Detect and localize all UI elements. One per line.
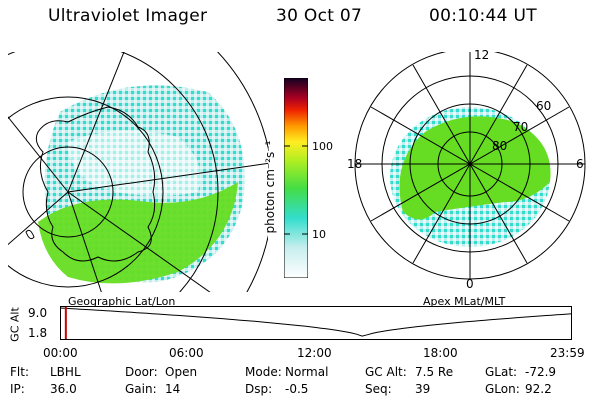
lat-label-60: 60 (536, 99, 552, 113)
info-row1-label-4: GLat: (485, 365, 518, 379)
info-row2-label-1: Gain: (125, 382, 157, 396)
aurora-bright (38, 182, 238, 284)
info-row1-value-4: -72.9 (525, 365, 557, 379)
colorbar-tick-100: 100 (312, 140, 333, 153)
polar-image (354, 52, 586, 280)
time-label: 00:10:44 UT (429, 6, 537, 26)
info-row1-label-1: Door: (125, 365, 158, 379)
info-row2-label-0: IP: (10, 382, 25, 396)
info-row1-label-2: Mode: (245, 365, 282, 379)
info-row1-value-2: Normal (285, 365, 329, 379)
altitude-xtick-4: 23:59 (550, 346, 585, 360)
info-row1-label-3: GC Alt: (365, 365, 407, 379)
info-row2-value-3: 39 (415, 382, 431, 396)
geographic-image (8, 52, 268, 292)
mlt-label-0: 0 (466, 277, 474, 291)
colorbar-unit-label: photon cm⁻²s⁻¹ (263, 140, 277, 234)
mlt-label-18: 18 (347, 157, 363, 171)
info-row2-label-2: Dsp: (245, 382, 273, 396)
altitude-xtick-3: 18:00 (423, 346, 458, 360)
left-panel-label: Geographic Lat/Lon (68, 295, 176, 308)
info-row1-value-0: LBHL (50, 365, 81, 379)
info-row2-value-1: 14 (165, 382, 181, 396)
info-row2-label-3: Seq: (365, 382, 392, 396)
right-panel-label: Apex MLat/MLT (423, 295, 506, 308)
mlt-label-6: 6 (576, 157, 584, 171)
mlt-label-12: 12 (474, 48, 490, 62)
altitude-ytick-low: 1.8 (28, 326, 48, 340)
info-row2-label-4: GLon: (485, 382, 520, 396)
info-row1-value-1: Open (165, 365, 198, 379)
info-row2-value-4: 92.2 (525, 382, 552, 396)
info-row2-value-0: 36.0 (50, 382, 77, 396)
altitude-ytick-high: 9.0 (28, 306, 48, 320)
lat-label-80: 80 (492, 139, 508, 153)
info-row1-value-3: 7.5 Re (415, 365, 454, 379)
altitude-xtick-2: 12:00 (297, 346, 332, 360)
date-label: 30 Oct 07 (276, 6, 363, 26)
lat-label-70: 70 (513, 120, 529, 134)
colorbar (284, 78, 308, 278)
continent-outline (35, 106, 156, 262)
colorbar-tick-10: 10 (312, 228, 326, 241)
altitude-plot (60, 306, 572, 340)
info-row2-value-2: -0.5 (285, 382, 309, 396)
altitude-xtick-1: 06:00 (169, 346, 204, 360)
altitude-ylabel: GC Alt (8, 307, 22, 342)
instrument-title: Ultraviolet Imager (48, 6, 208, 26)
info-row1-label-0: Flt: (10, 365, 29, 379)
altitude-xtick-0: 00:00 (43, 346, 78, 360)
